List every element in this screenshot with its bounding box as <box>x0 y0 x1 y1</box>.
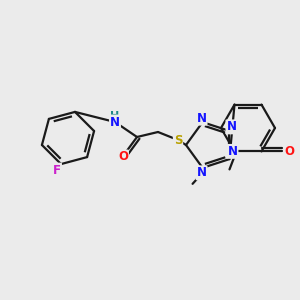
Text: N: N <box>227 145 238 158</box>
Text: N: N <box>226 120 236 134</box>
Text: S: S <box>174 134 182 146</box>
Text: N: N <box>196 166 207 179</box>
Text: O: O <box>118 151 128 164</box>
Text: N: N <box>110 116 120 128</box>
Text: N: N <box>196 112 207 125</box>
Text: H: H <box>110 111 120 121</box>
Text: O: O <box>284 145 295 158</box>
Text: F: F <box>53 164 61 177</box>
